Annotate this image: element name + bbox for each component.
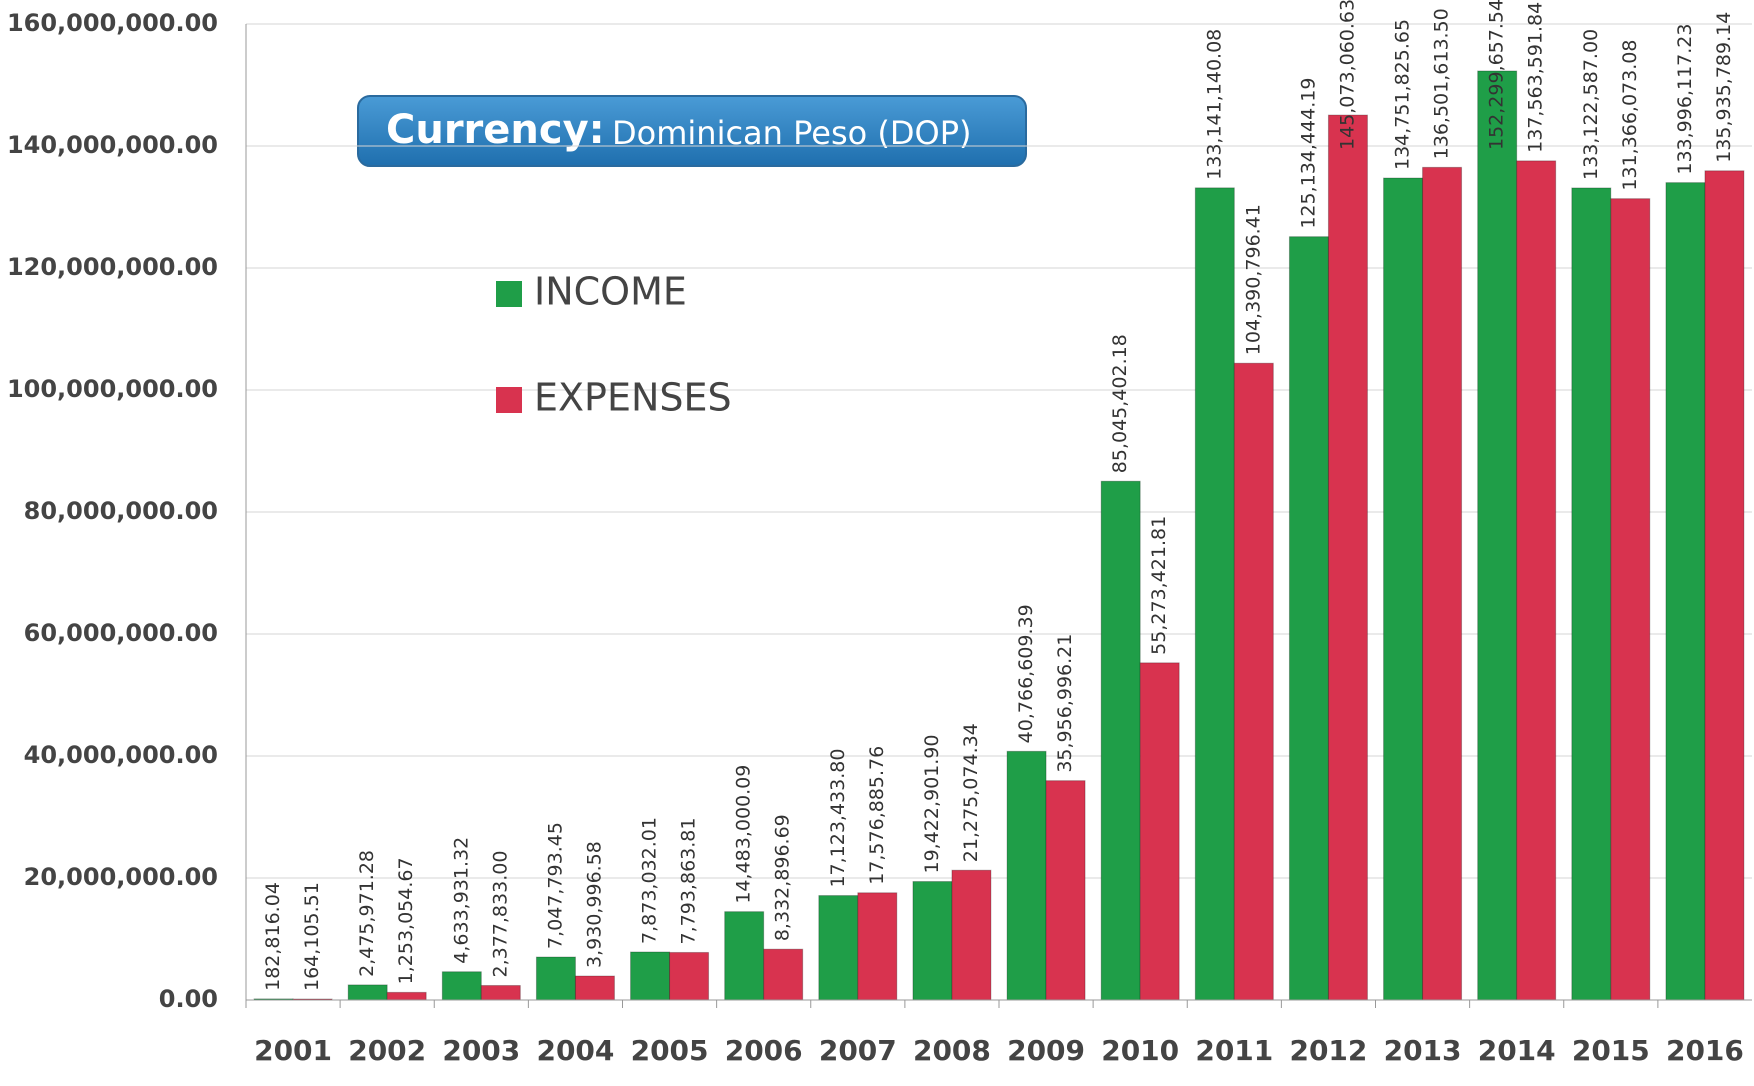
data-label: 55,273,421.81	[1148, 516, 1170, 655]
data-label: 182,816.04	[262, 882, 284, 991]
annotation-box	[357, 95, 1027, 167]
x-tick-label: 2003	[442, 1034, 520, 1067]
data-label: 104,390,796.41	[1242, 204, 1264, 355]
bar	[480, 984, 521, 1001]
bar	[912, 881, 953, 1001]
data-label: 40,766,609.39	[1015, 604, 1037, 743]
y-tick-label: 160,000,000.00	[7, 9, 218, 37]
x-tick-label: 2005	[631, 1034, 709, 1067]
x-tick-label: 2013	[1384, 1034, 1462, 1067]
bar	[630, 951, 671, 1001]
data-label: 137,563,591.84	[1525, 2, 1547, 153]
bar	[1327, 114, 1368, 1001]
y-tick-label: 40,000,000.00	[24, 741, 218, 769]
bar	[1477, 70, 1518, 1001]
data-label: 133,122,587.00	[1580, 29, 1602, 180]
bar	[1571, 187, 1612, 1001]
bar	[1383, 177, 1424, 1001]
data-label: 7,047,793.45	[544, 822, 566, 949]
y-tick-label: 60,000,000.00	[24, 619, 218, 647]
data-label: 3,930,996.58	[583, 841, 605, 968]
data-label: 164,105.51	[301, 882, 323, 991]
data-label: 7,873,032.01	[639, 817, 661, 944]
data-label: 8,332,896.69	[772, 814, 794, 941]
data-label: 133,996,117.23	[1674, 24, 1696, 175]
data-label: 145,073,060.63	[1336, 0, 1358, 150]
data-label: 21,275,074.34	[960, 723, 982, 862]
bar	[1233, 362, 1274, 1001]
data-label: 4,633,931.32	[450, 837, 472, 964]
bar	[1665, 182, 1706, 1001]
data-label: 17,576,885.76	[866, 746, 888, 885]
x-tick-label: 2015	[1572, 1034, 1650, 1067]
bar	[857, 892, 898, 1001]
data-label: 135,935,789.14	[1713, 12, 1735, 163]
legend-swatch	[496, 281, 522, 307]
x-tick-label: 2009	[1007, 1034, 1085, 1067]
x-tick-label: 2002	[348, 1034, 426, 1067]
bar	[347, 984, 388, 1001]
data-label: 17,123,433.80	[827, 749, 849, 888]
data-label: 1,253,054.67	[395, 857, 417, 984]
data-label: 14,483,000.09	[733, 765, 755, 904]
x-tick-label: 2004	[536, 1034, 614, 1067]
y-tick-label: 80,000,000.00	[24, 497, 218, 525]
data-label: 134,751,825.65	[1392, 19, 1414, 170]
data-label: 133,141,140.08	[1203, 29, 1225, 180]
legend-label: EXPENSES	[534, 376, 732, 420]
data-label: 131,366,073.08	[1619, 40, 1641, 191]
bar	[386, 991, 427, 1001]
y-tick-label: 140,000,000.00	[7, 131, 218, 159]
x-tick-label: 2007	[819, 1034, 897, 1067]
bar	[763, 948, 804, 1001]
x-tick-label: 2014	[1478, 1034, 1556, 1067]
bar	[1422, 166, 1463, 1001]
x-tick-label: 2008	[913, 1034, 991, 1067]
y-tick-label: 0.00	[159, 985, 218, 1013]
data-label: 7,793,863.81	[678, 818, 700, 945]
annotation-label: Currency:	[386, 107, 605, 153]
bar	[1610, 198, 1651, 1001]
data-label: 125,134,444.19	[1297, 78, 1319, 229]
bar	[1194, 187, 1235, 1001]
bar	[818, 895, 859, 1001]
x-tick-label: 2016	[1666, 1034, 1744, 1067]
y-tick-label: 20,000,000.00	[24, 863, 218, 891]
data-label: 19,422,901.90	[921, 735, 943, 874]
y-tick-label: 100,000,000.00	[7, 375, 218, 403]
x-tick-label: 2006	[725, 1034, 803, 1067]
data-label: 152,299,657.54	[1486, 0, 1508, 150]
bar	[1516, 160, 1557, 1001]
legend-swatch	[496, 387, 522, 413]
x-tick-label: 2001	[254, 1034, 332, 1067]
data-label: 2,377,833.00	[489, 851, 511, 978]
data-label: 136,501,613.50	[1431, 8, 1453, 159]
data-label: 35,956,996.21	[1054, 634, 1076, 773]
bar	[1006, 750, 1047, 1001]
bar	[669, 951, 710, 1001]
x-tick-label: 2011	[1195, 1034, 1273, 1067]
bar	[535, 956, 576, 1001]
bar	[1704, 170, 1745, 1001]
bar	[724, 911, 765, 1001]
y-tick-label: 120,000,000.00	[7, 253, 218, 281]
x-tick-label: 2010	[1101, 1034, 1179, 1067]
bar	[951, 869, 992, 1001]
data-label: 2,475,971.28	[356, 850, 378, 977]
bar	[441, 971, 482, 1001]
legend-label: INCOME	[534, 270, 687, 314]
bar	[1045, 780, 1086, 1001]
bar	[1288, 236, 1329, 1001]
x-tick-label: 2012	[1289, 1034, 1367, 1067]
data-label: 85,045,402.18	[1109, 334, 1131, 473]
bar	[574, 975, 615, 1001]
bar	[1139, 662, 1180, 1001]
bar	[1100, 480, 1141, 1001]
